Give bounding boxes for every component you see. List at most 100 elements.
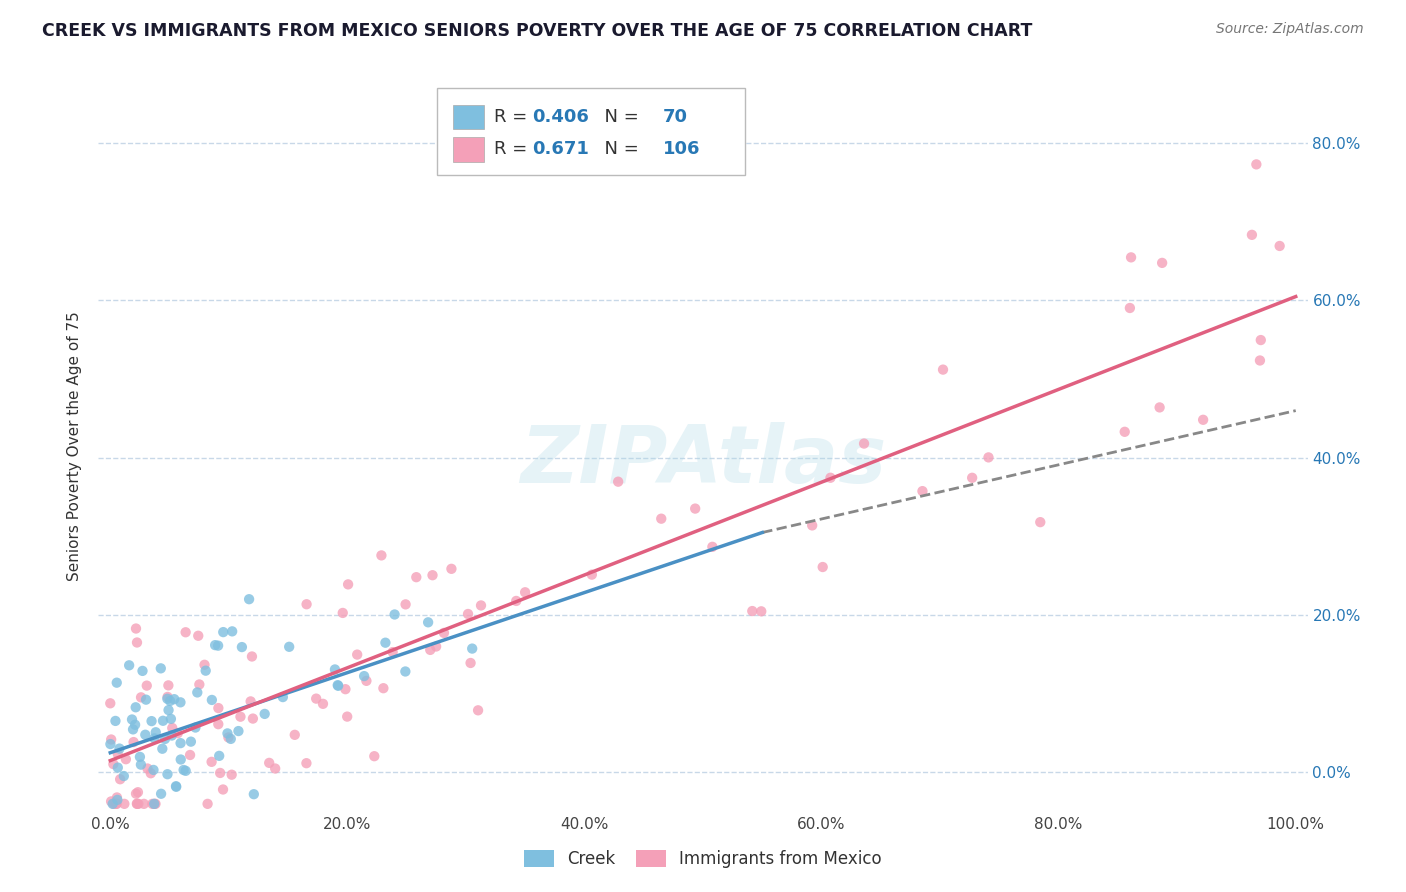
Point (239, 694, 262, 708)
Point (129, 750, 152, 764)
Point (370, 549, 392, 563)
Point (305, 691, 328, 706)
Point (98, 696, 121, 710)
Point (212, 625, 235, 640)
Point (100, 732, 122, 747)
Point (1268, 239, 1291, 253)
Point (194, 664, 217, 678)
Point (461, 641, 484, 656)
Point (108, 772, 131, 787)
Point (581, 567, 603, 582)
Point (257, 756, 280, 770)
Point (326, 678, 349, 692)
Point (112, 797, 135, 811)
Text: R =: R = (494, 108, 533, 126)
Point (157, 678, 180, 692)
Point (187, 629, 209, 643)
Point (104, 714, 127, 728)
Point (513, 585, 536, 599)
Point (1149, 401, 1171, 415)
Point (150, 787, 173, 801)
Point (100, 737, 122, 751)
Point (1119, 251, 1142, 265)
Point (470, 599, 492, 613)
Point (702, 540, 724, 554)
Point (217, 726, 239, 740)
Point (143, 797, 166, 811)
Point (201, 693, 224, 707)
Point (1249, 353, 1271, 368)
Point (405, 570, 427, 584)
Point (156, 691, 179, 706)
Point (607, 475, 630, 489)
Text: Source: ZipAtlas.com: Source: ZipAtlas.com (1216, 22, 1364, 37)
Point (312, 697, 335, 711)
Point (932, 362, 955, 376)
FancyBboxPatch shape (453, 104, 484, 129)
Point (159, 694, 181, 708)
Point (353, 669, 375, 683)
Point (118, 658, 141, 673)
Point (127, 797, 149, 811)
Point (197, 797, 219, 811)
Point (165, 779, 187, 793)
Point (207, 717, 229, 731)
Point (373, 681, 395, 696)
Point (166, 726, 188, 740)
Point (160, 729, 183, 743)
Point (156, 690, 179, 704)
Point (125, 622, 148, 636)
Point (105, 790, 128, 805)
Point (229, 709, 252, 723)
Point (356, 673, 378, 688)
Point (811, 560, 834, 574)
Point (105, 675, 128, 690)
Point (217, 731, 239, 745)
Point (125, 787, 148, 801)
Point (162, 721, 184, 735)
Point (108, 741, 131, 756)
Point (221, 624, 243, 639)
Point (125, 797, 148, 811)
Point (188, 677, 211, 691)
Point (228, 724, 250, 739)
Point (145, 797, 167, 811)
Point (141, 797, 163, 811)
Point (174, 764, 197, 778)
Text: 70: 70 (664, 108, 688, 126)
Point (207, 639, 229, 653)
Point (394, 665, 416, 679)
Point (240, 649, 263, 664)
Point (204, 638, 226, 652)
Point (337, 577, 360, 591)
Point (179, 747, 201, 762)
Point (129, 690, 152, 705)
Point (150, 741, 173, 756)
Text: 106: 106 (664, 140, 700, 158)
FancyBboxPatch shape (453, 136, 484, 161)
Point (384, 607, 406, 622)
Point (135, 679, 157, 693)
Y-axis label: Seniors Poverty Over the Age of 75: Seniors Poverty Over the Age of 75 (67, 311, 83, 581)
Point (683, 501, 706, 516)
Point (332, 606, 354, 620)
Point (219, 731, 242, 746)
FancyBboxPatch shape (437, 87, 745, 176)
Point (115, 752, 138, 766)
Point (170, 752, 193, 766)
Point (107, 747, 129, 761)
Point (174, 625, 197, 640)
Point (1250, 333, 1272, 347)
Point (169, 695, 191, 709)
Point (153, 731, 176, 746)
Point (184, 721, 207, 735)
Point (104, 797, 127, 811)
Point (122, 735, 145, 749)
Point (1114, 425, 1136, 439)
Point (335, 682, 357, 697)
Point (425, 640, 447, 654)
Point (394, 598, 416, 612)
Point (160, 712, 183, 726)
Point (801, 518, 824, 533)
Point (125, 635, 148, 649)
